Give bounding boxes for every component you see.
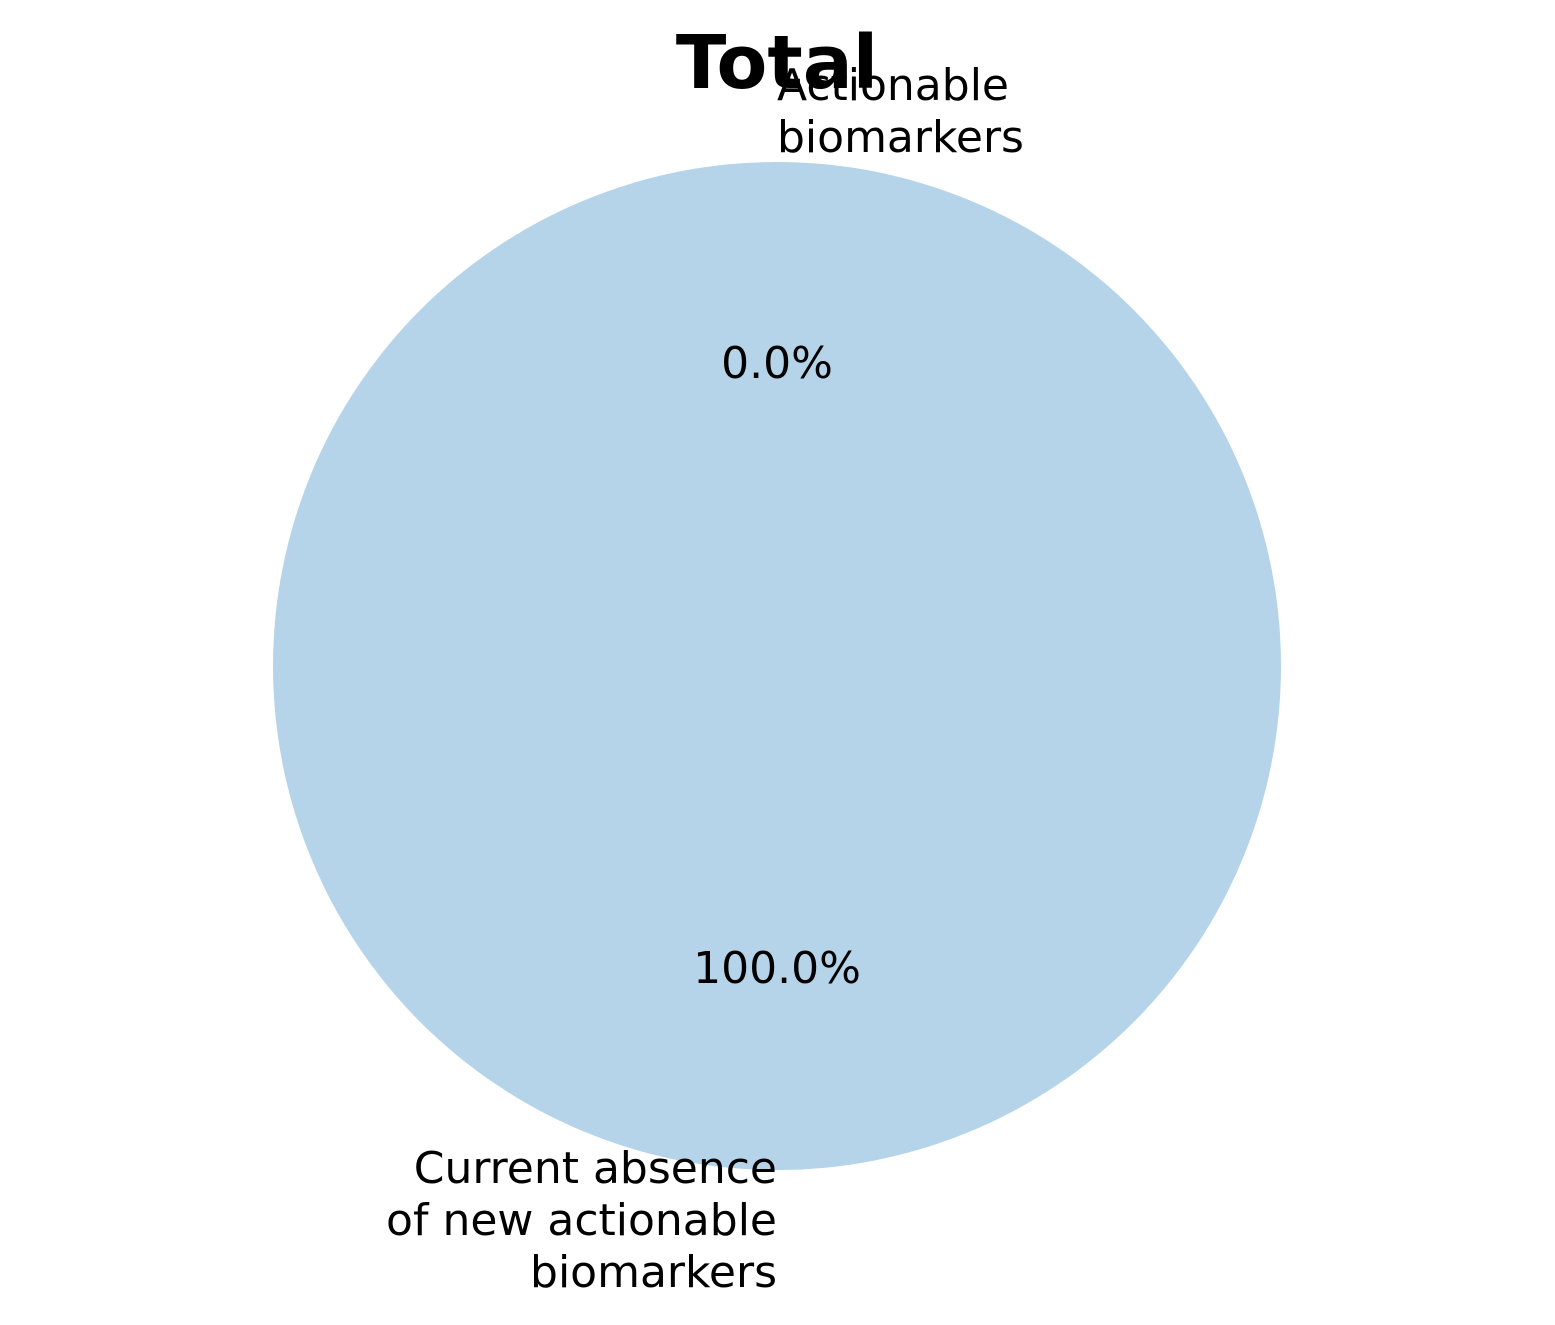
pie-slice-1 [273,162,1281,1170]
percent-labels: 0.0% 100.0% [693,338,861,994]
chart-title: Total [676,20,878,106]
slice-label-0: Actionable biomarkers [777,60,1024,163]
percent-label-1: 100.0% [693,943,861,994]
pie-slices [273,162,1281,1170]
slice-label-1: Current absence of new actionable biomarke… [386,1143,777,1298]
percent-label-0: 0.0% [721,338,833,389]
slice-labels: Actionable biomarkers Current absence of ne… [386,60,1024,1298]
